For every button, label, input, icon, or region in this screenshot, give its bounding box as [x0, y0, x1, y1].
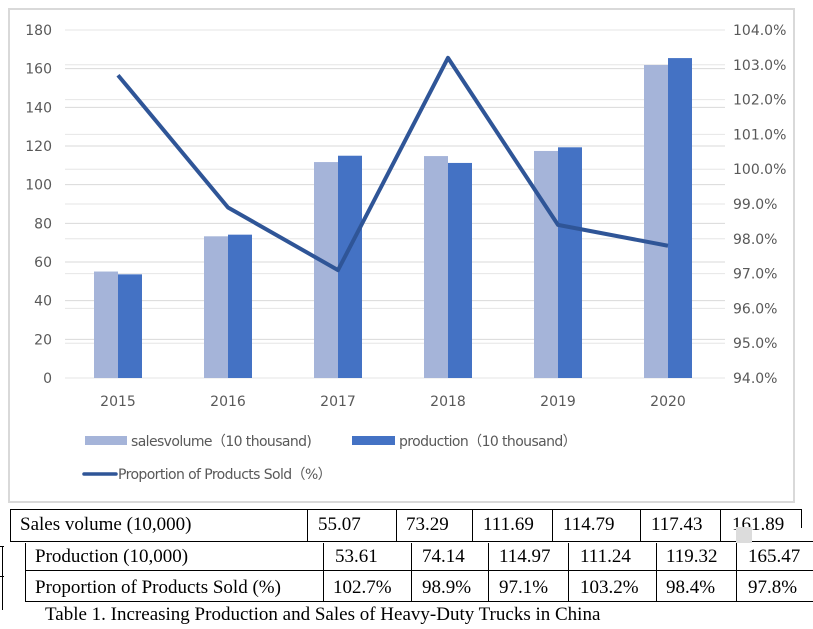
combo-chart: 0 20 40 60 80 100 120 140 160 180 94.0% 95.0% 96.0%… [25, 23, 786, 483]
table-border [2, 546, 3, 610]
legend-label-proportion: Proportion of Products Sold（%） [118, 467, 331, 483]
x-tick-label: 2019 [540, 394, 576, 410]
bar-sales-volume [534, 150, 558, 378]
bar-sales-volume [94, 271, 118, 378]
bar-production [558, 147, 582, 378]
left-tick-label: 80 [34, 216, 52, 232]
table-row-label-production: Production (10,000) [35, 546, 189, 567]
table-border [25, 570, 813, 571]
table-border [472, 509, 473, 542]
left-tick-label: 160 [25, 62, 52, 78]
table-cell: 98.4% [666, 577, 716, 598]
table-cell: 55.07 [318, 514, 361, 535]
bar-sales-volume [424, 156, 448, 378]
table-border [396, 509, 397, 542]
table-cell: 165.47 [748, 546, 801, 567]
table-border [10, 541, 813, 542]
table-row-label-proportion: Proportion of Products Sold (%) [35, 577, 281, 598]
table-border [736, 543, 737, 602]
left-tick-label: 100 [25, 178, 52, 194]
right-tick-label: 98.0% [733, 232, 777, 248]
table-cell: 73.29 [406, 514, 449, 535]
legend-label-production: production（10 thousand） [399, 434, 576, 450]
x-tick-label: 2018 [430, 394, 466, 410]
bar-sales-volume [204, 236, 228, 378]
table-cell: 114.97 [499, 546, 551, 567]
table-cell: 97.8% [748, 577, 798, 598]
table-cell: 114.79 [563, 514, 615, 535]
table-cell: 111.69 [483, 514, 534, 535]
left-axis-ticks: 0 20 40 60 80 100 120 140 160 180 [25, 23, 52, 387]
right-tick-label: 100.0% [733, 162, 786, 178]
legend-label-sales: salesvolume（10 thousand) [131, 434, 311, 450]
right-axis-ticks: 94.0% 95.0% 96.0% 97.0% 98.0% 99.0% 100.0% 101.… [733, 23, 786, 387]
table-cell: 98.9% [422, 577, 472, 598]
right-tick-label: 96.0% [733, 301, 777, 317]
right-tick-label: 103.0% [733, 58, 786, 74]
table-border [552, 509, 553, 542]
proportion-line [116, 55, 669, 273]
x-tick-label: 2020 [650, 394, 686, 410]
table-cell: 102.7% [333, 577, 392, 598]
x-tick-label: 2016 [210, 394, 246, 410]
legend: salesvolume（10 thousand) production（10 t… [82, 434, 577, 483]
x-tick-label: 2017 [320, 394, 356, 410]
table-border [656, 543, 657, 602]
table-cell: 117.43 [651, 514, 703, 535]
right-tick-label: 102.0% [733, 93, 786, 109]
left-tick-label: 20 [34, 332, 52, 348]
table-border [801, 509, 802, 528]
right-tick-label: 97.0% [733, 267, 777, 283]
table-cell: 74.14 [422, 546, 465, 567]
table-row-label-sales: Sales volume (10,000) [20, 514, 192, 535]
bar-production [668, 58, 692, 378]
x-tick-label: 2015 [100, 394, 136, 410]
right-tick-label: 94.0% [733, 371, 777, 387]
table-border [411, 543, 412, 602]
legend-swatch-sales [85, 436, 127, 445]
gridlines [65, 29, 725, 379]
table-border [720, 509, 721, 542]
x-axis-ticks: 2015 2016 2017 2018 2019 2020 [100, 394, 686, 410]
bars [94, 58, 692, 378]
table-border [488, 543, 489, 602]
table-caption: Table 1. Increasing Production and Sales… [45, 604, 601, 625]
table-border [10, 509, 802, 510]
right-tick-label: 101.0% [733, 127, 786, 143]
scan-artifact [736, 527, 752, 543]
table-border [323, 543, 324, 602]
table-cell: 111.24 [580, 546, 631, 567]
table-cell: 97.1% [499, 577, 549, 598]
left-tick-label: 0 [43, 371, 52, 387]
left-tick-label: 140 [25, 100, 52, 116]
left-tick-label: 120 [25, 139, 52, 155]
bar-production [118, 274, 142, 378]
table-border [568, 543, 569, 602]
table-border [640, 509, 641, 542]
bar-production [228, 234, 252, 378]
right-tick-label: 99.0% [733, 197, 777, 213]
bar-production [448, 162, 472, 378]
left-tick-label: 180 [25, 23, 52, 39]
table-border [0, 546, 4, 547]
table-border [25, 601, 813, 602]
right-tick-label: 104.0% [733, 23, 786, 39]
table-border [25, 543, 26, 602]
table-border [0, 576, 4, 577]
left-tick-label: 60 [34, 255, 52, 271]
table-cell: 119.32 [666, 546, 718, 567]
left-tick-label: 40 [34, 294, 52, 310]
right-tick-label: 95.0% [733, 336, 777, 352]
legend-swatch-production [352, 436, 395, 445]
table-border [307, 509, 308, 542]
bar-sales-volume [644, 65, 668, 378]
bar-production [338, 155, 362, 378]
table-cell: 103.2% [580, 577, 639, 598]
table-cell: 53.61 [335, 546, 378, 567]
table-border [10, 509, 11, 542]
proportion-line-layer [116, 55, 669, 273]
